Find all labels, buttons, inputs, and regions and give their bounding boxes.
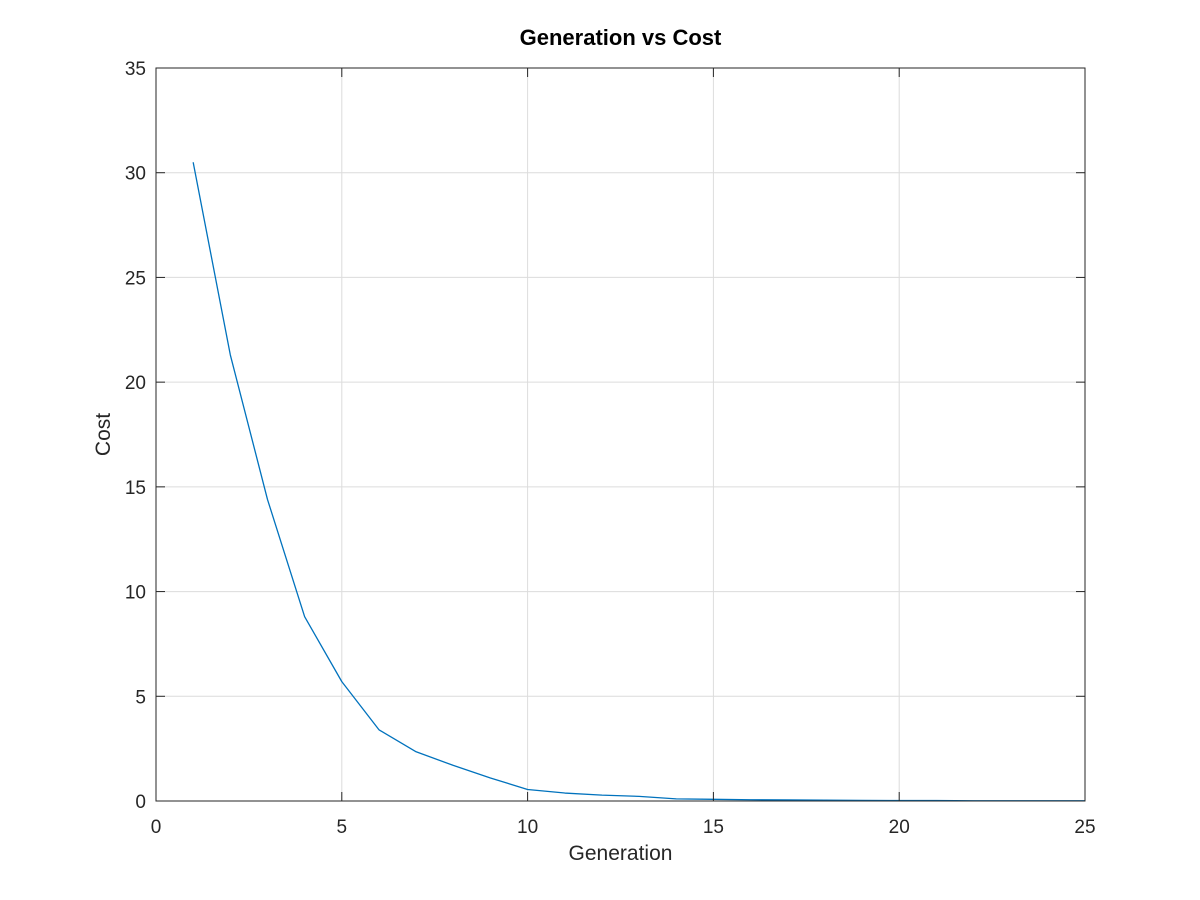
y-tick-label: 15	[125, 478, 146, 499]
y-tick-label: 35	[125, 59, 146, 80]
chart-title: Generation vs Cost	[520, 25, 722, 50]
x-tick-label: 20	[889, 817, 910, 838]
y-tick-label: 5	[135, 687, 146, 708]
plot-area-frame	[155, 67, 1086, 802]
y-tick-label: 10	[125, 583, 146, 604]
tick-marks	[155, 67, 1086, 802]
y-tick-label: 20	[125, 373, 146, 394]
y-tick-label: 25	[125, 268, 146, 289]
x-tick-label: 5	[337, 817, 348, 838]
x-tick-label: 25	[1074, 817, 1095, 838]
y-tick-label: 0	[135, 792, 146, 813]
x-tick-label: 10	[517, 817, 538, 838]
tick-labels: 0 5 10 15 20 25 0 5 10 15 20 25 30 35	[125, 59, 1096, 838]
plot-area-background	[156, 68, 1085, 801]
grid-lines	[156, 68, 1085, 801]
x-axis-label: Generation	[569, 842, 673, 865]
x-tick-label: 0	[151, 817, 162, 838]
y-axis-label: Cost	[92, 413, 115, 456]
x-tick-label: 15	[703, 817, 724, 838]
y-tick-label: 30	[125, 164, 146, 185]
